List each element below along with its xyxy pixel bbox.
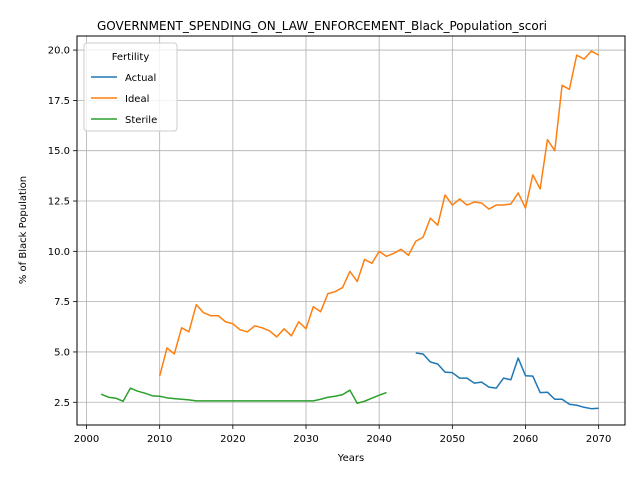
y-tick-label: 20.0	[48, 46, 70, 57]
x-tick-label: 2060	[513, 434, 538, 445]
series-line-ideal	[158, 50, 600, 377]
x-axis-ticks: 2000 2010 2020 2030 2040 2050 2060 2070	[74, 425, 611, 445]
legend-box	[83, 42, 178, 132]
y-tick-label: 7.5	[54, 297, 70, 308]
chart-title: GOVERNMENT_SPENDING_ON_LAW_ENFORCEMENT_B…	[97, 19, 547, 33]
y-tick-label: 15.0	[48, 146, 70, 157]
series-line-sterile	[100, 387, 387, 405]
y-axis-label: % of Black Population	[18, 176, 29, 284]
x-tick-label: 2040	[366, 434, 391, 445]
y-tick-label: 17.5	[48, 96, 70, 107]
y-tick-label: 2.5	[54, 398, 70, 409]
x-tick-label: 2030	[293, 434, 318, 445]
x-tick-label: 2070	[586, 434, 611, 445]
legend-label-sterile: Sterile	[125, 115, 157, 126]
x-tick-label: 2000	[74, 434, 99, 445]
x-tick-label: 2020	[220, 434, 245, 445]
legend: Fertility Actual Ideal Sterile	[83, 42, 178, 132]
series-lines	[100, 50, 600, 410]
legend-title: Fertility	[112, 52, 150, 63]
grid	[77, 36, 625, 425]
series-line-actual	[415, 352, 599, 410]
y-axis-ticks: 2.5 5.0 7.5 10.0 12.5 15.0 17.5 20.0	[48, 46, 77, 409]
x-tick-label: 2050	[440, 434, 465, 445]
legend-label-actual: Actual	[125, 73, 156, 84]
x-axis-label: Years	[337, 453, 364, 464]
plot-area-frame	[76, 35, 626, 426]
y-tick-label: 10.0	[48, 247, 70, 258]
x-tick-label: 2010	[147, 434, 172, 445]
y-tick-label: 12.5	[48, 197, 70, 208]
legend-label-ideal: Ideal	[125, 94, 149, 105]
y-tick-label: 5.0	[54, 347, 70, 358]
